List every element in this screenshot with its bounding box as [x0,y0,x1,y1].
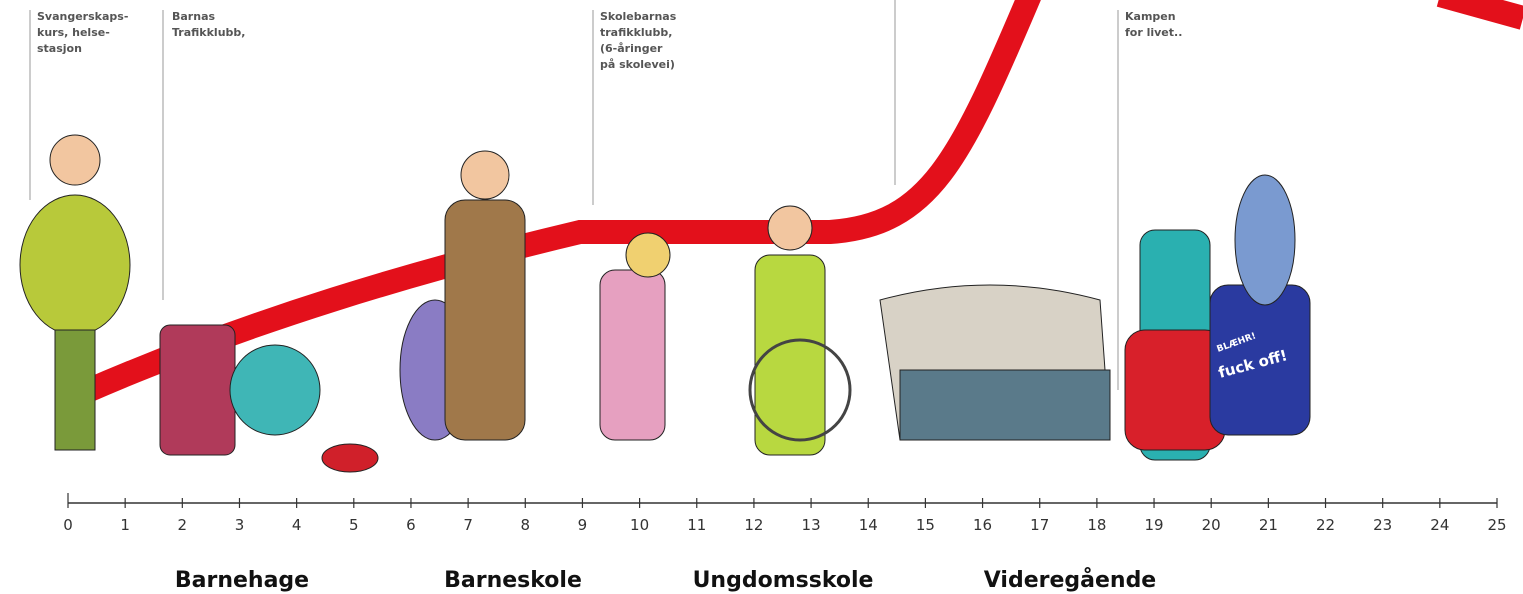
stage-label: Barnehage [175,568,309,593]
annotation-line: stasjon [37,42,82,55]
annotation-line: (6-åringer [600,42,663,55]
tick-label: 8 [521,516,531,534]
tick-label: 25 [1487,516,1506,534]
page: BLÆHR! fuck off! Svangerskaps-kurs, hels… [0,0,1523,594]
risk-curve-end [1440,0,1523,18]
annotation-line: trafikklubb, [600,26,672,39]
annotation-line: Trafikklubb, [172,26,245,39]
tick-label: 7 [463,516,473,534]
tick-label: 23 [1373,516,1392,534]
tick-label: 19 [1144,516,1163,534]
tick-label: 21 [1259,516,1278,534]
tick-label: 14 [859,516,878,534]
annotation-line: på skolevei) [600,58,675,71]
tick-label: 4 [292,516,302,534]
tick-label: 12 [744,516,763,534]
annotation-line: for livet.. [1125,26,1182,39]
tick-label: 20 [1202,516,1221,534]
tick-label: 2 [178,516,188,534]
tick-label: 15 [916,516,935,534]
stage-label: Ungdomsskole [693,568,874,593]
tick-label: 9 [578,516,588,534]
tick-label: 17 [1030,516,1049,534]
annotation-line: Svangerskaps- [37,10,128,23]
annotation-line: Skolebarnas [600,10,677,23]
tick-label: 22 [1316,516,1335,534]
tick-label: 3 [235,516,245,534]
tick-label: 13 [802,516,821,534]
annotation-line: kurs, helse- [37,26,110,39]
tick-label: 24 [1430,516,1449,534]
tick-label: 1 [120,516,130,534]
tick-label: 6 [406,516,416,534]
tick-label: 0 [63,516,73,534]
tick-label: 11 [687,516,706,534]
tick-label: 18 [1087,516,1106,534]
tick-label: 10 [630,516,649,534]
tick-label: 16 [973,516,992,534]
annotation-line: Kampen [1125,10,1176,23]
figures [20,135,1310,472]
annotation-line: Barnas [172,10,215,23]
tick-label: 5 [349,516,359,534]
stage-label: Videregående [984,567,1156,593]
stage-label: Barneskole [444,568,582,593]
